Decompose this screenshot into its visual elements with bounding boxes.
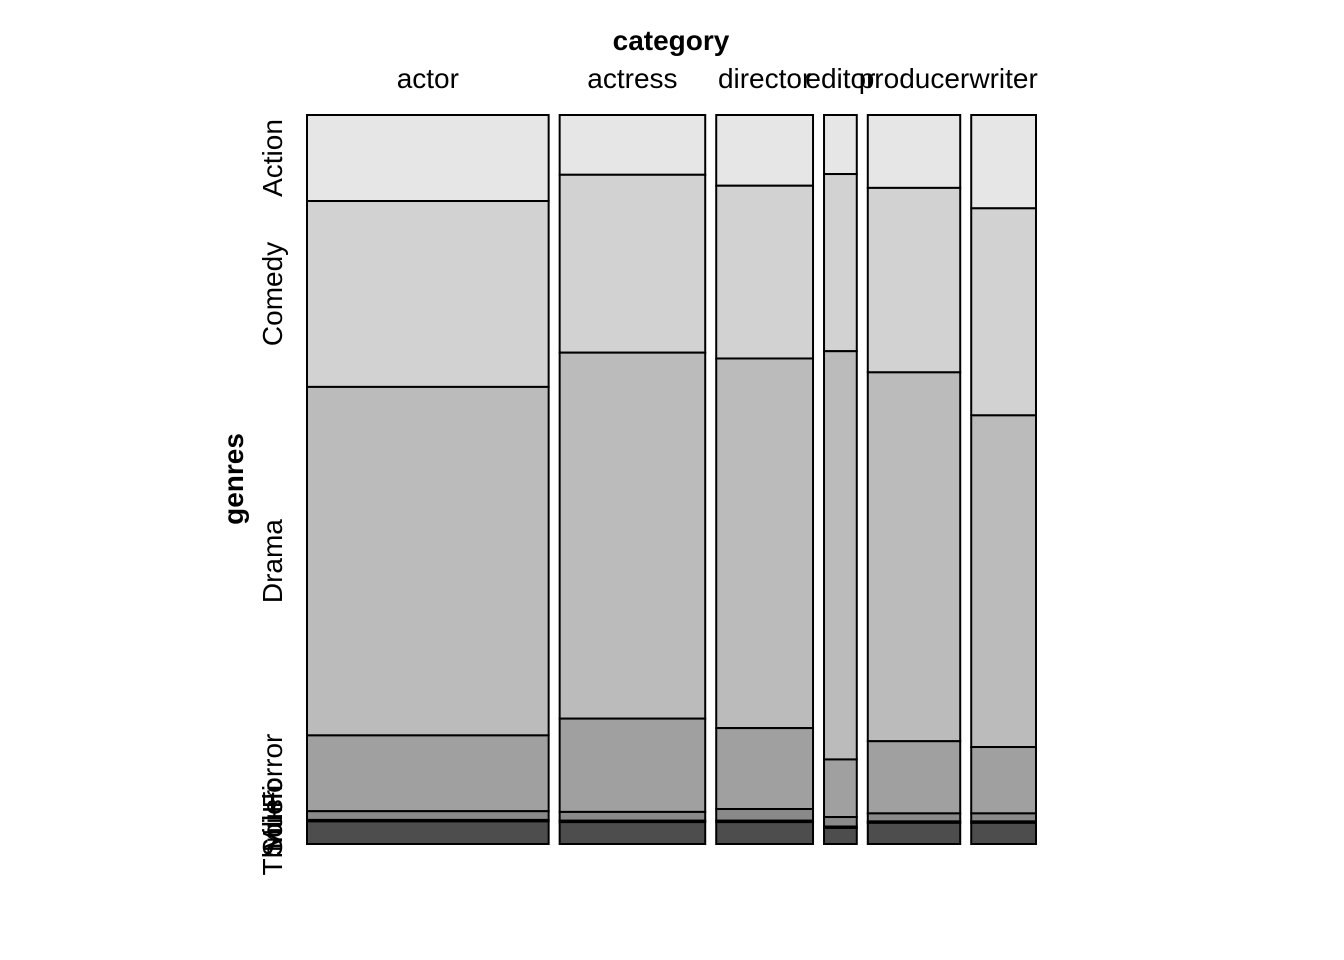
tile-writer-horror (970, 746, 1037, 815)
tile-actress-drama (558, 351, 707, 720)
x-tick-producer: producer (859, 63, 970, 94)
y-tick-action: Action (257, 119, 288, 197)
tile-actor-action (306, 114, 550, 203)
tile-editor-thriller (823, 826, 858, 845)
tile-director-action (715, 114, 815, 187)
tile-director-thriller (715, 821, 815, 846)
tile-director-horror (715, 727, 815, 811)
tile-actress-horror (558, 717, 707, 813)
x-tick-director: director (718, 63, 811, 94)
tile-director-comedy (715, 184, 815, 360)
tile-producer-horror (866, 740, 962, 815)
tile-writer-drama (970, 414, 1037, 749)
y-tick-labels: Action Comedy Drama HorrorMusicSci-FiThrill… (257, 119, 288, 875)
tile-actress-comedy (558, 173, 707, 354)
tile-actor-thriller (306, 820, 550, 846)
mosaic-tiles (306, 114, 1037, 846)
tile-actor-music (306, 810, 550, 821)
tile-producer-drama (866, 371, 962, 743)
tile-actress-action (558, 114, 707, 176)
y-tick-horror: Horror (257, 734, 288, 813)
y-tick-drama: Drama (257, 519, 288, 603)
tile-director-drama (715, 357, 815, 730)
tile-writer-action (970, 114, 1037, 210)
y-tick-comedy: Comedy (257, 242, 288, 346)
tile-editor-action (823, 114, 858, 176)
tile-actor-comedy (306, 200, 550, 388)
tile-editor-music (823, 816, 858, 828)
tile-writer-comedy (970, 207, 1037, 417)
tile-producer-comedy (866, 186, 962, 374)
x-tick-actress: actress (587, 63, 677, 94)
x-tick-writer: writer (968, 63, 1037, 94)
tile-actress-thriller (558, 821, 707, 846)
tile-director-music (715, 808, 815, 822)
y-tick-scifi: Sci-Fi (257, 785, 288, 857)
tile-editor-drama (823, 350, 858, 761)
tile-producer-action (866, 114, 962, 189)
x-tick-editor: editor (805, 63, 875, 94)
tile-producer-thriller (866, 821, 962, 846)
tile-writer-music (970, 812, 1037, 823)
y-axis-title: genres (218, 433, 249, 525)
tile-actor-drama (306, 385, 550, 737)
tile-editor-comedy (823, 173, 858, 353)
tile-actor-horror (306, 734, 550, 813)
x-tick-actor: actor (397, 63, 459, 94)
tile-actress-music (558, 810, 707, 822)
tile-editor-horror (823, 758, 858, 819)
y-tick-music: Music (257, 779, 288, 852)
tile-writer-thriller (970, 821, 1037, 846)
tile-producer-music (866, 812, 962, 823)
y-tick-thriller: Thriller (257, 790, 288, 876)
x-axis-title: category (613, 25, 730, 56)
